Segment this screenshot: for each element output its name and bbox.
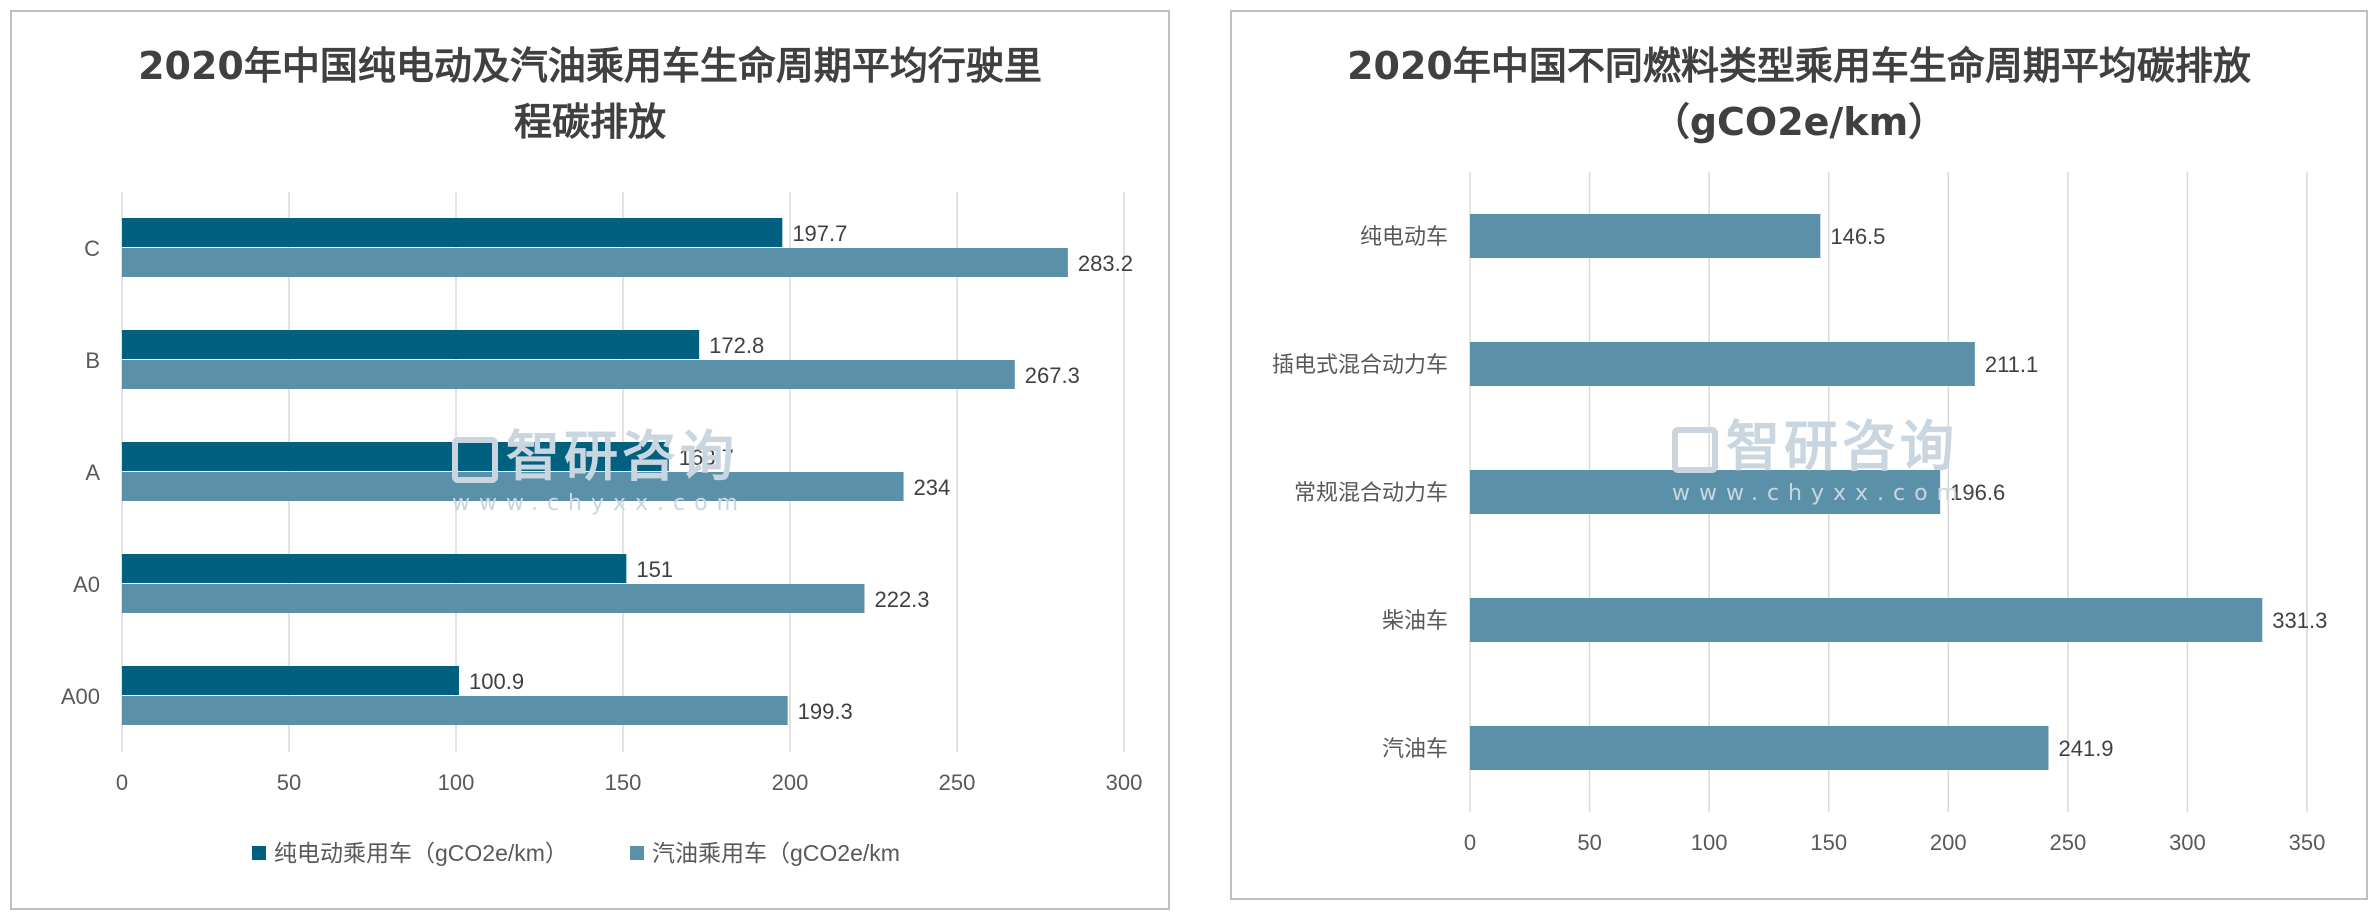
y-category-label: 纯电动车 xyxy=(1360,224,1448,249)
bar xyxy=(1470,214,1821,258)
x-tick-label: 200 xyxy=(1930,830,1967,855)
x-tick-label: 50 xyxy=(1577,830,1601,855)
bar xyxy=(122,218,783,247)
data-label: 199.3 xyxy=(798,699,853,724)
legend-label: 纯电动乘用车（gCO2e/km） xyxy=(274,840,568,866)
data-label: 283.2 xyxy=(1078,251,1133,276)
bar xyxy=(122,360,1015,389)
chart-title-left: 2020年中国纯电动及汽油乘用车生命周期平均行驶里 程碳排放 xyxy=(12,38,1168,150)
chart-left-svg: 0 50 100 150 200 250 300 C 197.7 283.2 B 172.8 267.3… xyxy=(61,192,1143,866)
x-tick-label: 300 xyxy=(2169,830,2206,855)
x-tick-label: 250 xyxy=(2049,830,2086,855)
data-label: 146.5 xyxy=(1830,224,1885,249)
x-tick-label: 50 xyxy=(277,770,301,795)
chart-title-left-line2: 程碳排放 xyxy=(513,100,666,144)
data-label: 331.3 xyxy=(2272,608,2327,633)
y-category-label: C xyxy=(84,236,100,261)
legend-swatch xyxy=(252,846,266,860)
bar xyxy=(1470,470,1941,514)
x-tick-label: 150 xyxy=(1810,830,1847,855)
bar xyxy=(122,554,627,583)
data-label: 211.1 xyxy=(1985,352,2038,377)
bar xyxy=(1470,342,1975,386)
bar xyxy=(122,442,669,471)
x-tick-label: 150 xyxy=(605,770,642,795)
bar xyxy=(1470,726,2049,770)
x-tick-label: 100 xyxy=(1691,830,1728,855)
x-tick-label: 0 xyxy=(116,770,128,795)
chart-title-right-line1: 2020年中国不同燃料类型乘用车生命周期平均碳排放 xyxy=(1347,44,2251,88)
chart-right-svg: 0 50 100 150 200 250 300 350 纯电动车 146.5 插电式混合动力车 21… xyxy=(1272,172,2327,855)
legend-swatch xyxy=(630,846,644,860)
y-category-label: A xyxy=(85,460,100,485)
data-label: 241.9 xyxy=(2058,736,2113,761)
chart-title-left-line1: 2020年中国纯电动及汽油乘用车生命周期平均行驶里 xyxy=(138,44,1042,88)
bar xyxy=(122,584,865,613)
legend-label: 汽油乘用车（gCO2e/km xyxy=(652,840,900,866)
y-category-label: 柴油车 xyxy=(1382,608,1448,633)
y-category-label: 汽油车 xyxy=(1382,736,1448,761)
bar xyxy=(122,666,460,695)
x-tick-label: 350 xyxy=(2289,830,2326,855)
chart-title-right-line2: （gCO2e/km） xyxy=(1651,100,1947,144)
bar xyxy=(1470,598,2263,642)
chart-panel-right: 2020年中国不同燃料类型乘用车生命周期平均碳排放 （gCO2e/km） 0 50… xyxy=(1230,10,2368,900)
y-category-label: A00 xyxy=(61,684,100,709)
y-category-label: A0 xyxy=(73,572,100,597)
y-category-label: B xyxy=(85,348,100,373)
bar xyxy=(122,472,904,501)
chart-panel-left: 2020年中国纯电动及汽油乘用车生命周期平均行驶里 程碳排放 0 50 100 150… xyxy=(10,10,1170,910)
data-label: 197.7 xyxy=(792,221,847,246)
y-category-label: 常规混合动力车 xyxy=(1294,480,1448,505)
bar xyxy=(122,696,788,725)
data-label: 196.6 xyxy=(1950,480,2005,505)
data-label: 172.8 xyxy=(709,333,764,358)
x-tick-label: 300 xyxy=(1106,770,1143,795)
data-label: 151 xyxy=(636,557,673,582)
y-category-label: 插电式混合动力车 xyxy=(1272,352,1448,377)
x-tick-label: 100 xyxy=(438,770,475,795)
data-label: 163.7 xyxy=(679,445,734,470)
data-label: 234 xyxy=(914,475,951,500)
bar xyxy=(122,248,1068,277)
data-label: 222.3 xyxy=(874,587,929,612)
x-tick-label: 250 xyxy=(939,770,976,795)
x-tick-label: 200 xyxy=(772,770,809,795)
bar xyxy=(122,330,700,359)
x-tick-label: 0 xyxy=(1464,830,1476,855)
chart-title-right: 2020年中国不同燃料类型乘用车生命周期平均碳排放 （gCO2e/km） xyxy=(1232,38,2366,150)
data-label: 100.9 xyxy=(469,669,524,694)
data-label: 267.3 xyxy=(1025,363,1080,388)
